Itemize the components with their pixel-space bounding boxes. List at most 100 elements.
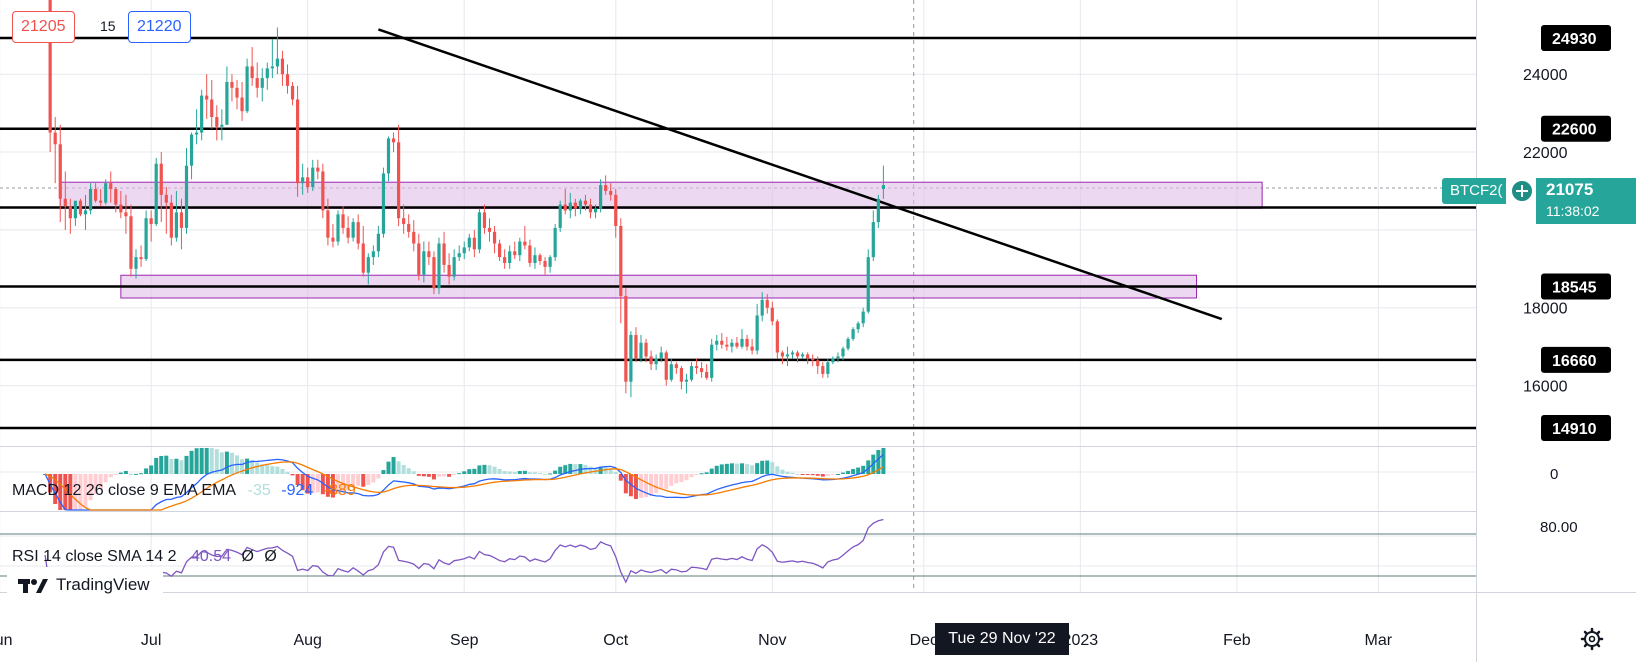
candle-body <box>477 212 481 250</box>
macd-hist-bar <box>361 474 366 487</box>
candle-body <box>285 74 290 86</box>
candle-body <box>578 200 582 209</box>
candle-body <box>614 194 618 226</box>
candle-body <box>654 358 658 365</box>
candle-body <box>503 257 507 263</box>
candle-body <box>821 366 825 374</box>
macd-hist-bar <box>416 474 421 476</box>
macd-hist-bar <box>290 474 295 476</box>
macd-hist-bar <box>835 473 840 475</box>
time-tick-label: Mar <box>1365 632 1393 649</box>
macd-hist-bar <box>553 470 558 474</box>
rsi-pane <box>0 518 1476 591</box>
macd-hist-bar <box>588 466 593 474</box>
macd-hist-bar <box>770 462 775 474</box>
macd-hist-bar <box>149 465 154 474</box>
macd-hist-bar <box>68 474 73 510</box>
macd-legend: MACD 12 26 close 9 EMA EMA -35 -924 -889 <box>12 482 356 500</box>
candle-body <box>689 366 694 380</box>
symbol-tag-label: BTCF2( <box>1450 182 1503 199</box>
candle-body <box>846 338 850 349</box>
time-tick-label: Jul <box>141 632 161 649</box>
candle-body <box>790 352 795 355</box>
level-price-label-bg <box>1541 346 1611 373</box>
candle-body <box>311 167 315 188</box>
macd-hist-bar <box>815 474 820 476</box>
rsi-title: RSI 14 close SMA 14 2 <box>12 548 177 565</box>
macd-hist-bar <box>88 474 93 501</box>
macd-hist-bar <box>431 474 436 480</box>
candle-body <box>599 185 603 209</box>
macd-hist-bar <box>245 458 250 474</box>
candle-body <box>811 358 815 361</box>
candle-body <box>270 66 274 69</box>
candle-body <box>391 138 396 143</box>
macd-hist-bar <box>123 471 128 474</box>
level-price-label-bg <box>1541 115 1611 142</box>
macd-hist-bar <box>189 450 194 474</box>
candle-body <box>179 212 184 228</box>
macd-hist-bar <box>805 474 810 475</box>
candle-body <box>609 190 613 195</box>
macd-hist-bar <box>704 472 709 474</box>
macd-hist-bar <box>204 448 209 474</box>
candle-body <box>104 183 108 203</box>
macd-hist-bar <box>108 474 113 478</box>
time-tick-label: Aug <box>293 632 321 649</box>
macd-hist-bar <box>785 471 790 474</box>
macd-hist-bar <box>330 474 335 498</box>
buy-price-box[interactable]: 21220 <box>128 11 191 43</box>
macd-hist-bar <box>866 460 871 474</box>
macd-hist-bar <box>184 455 189 474</box>
candle-body <box>826 362 830 374</box>
candle-body <box>639 342 643 359</box>
candle-body <box>674 364 678 369</box>
sell-price-box[interactable]: 21205 <box>12 11 75 43</box>
candle-body <box>593 208 598 213</box>
macd-hist-bar <box>543 473 548 475</box>
settings-button[interactable] <box>1576 624 1608 654</box>
macd-hist-bar <box>462 471 467 474</box>
macd-hist-bar <box>144 468 149 474</box>
candle-body <box>78 200 83 215</box>
candle-body <box>533 255 537 263</box>
tradingview-watermark[interactable]: TradingView <box>8 568 162 602</box>
symbol-price-tag[interactable]: BTCF2( <box>1442 178 1506 204</box>
add-order-button[interactable] <box>1511 180 1533 202</box>
macd-hist-bar <box>346 474 351 491</box>
price-axis: 2400022000180001600024930226002057518545… <box>1477 0 1636 592</box>
macd-hist-bar <box>118 472 123 474</box>
candle-body <box>472 237 476 250</box>
macd-hist-bar <box>376 474 381 479</box>
candle-body <box>750 346 754 351</box>
macd-hist-bar <box>538 473 542 475</box>
candle-body <box>205 95 209 100</box>
macd-hist-bar <box>285 471 290 474</box>
macd-hist-bar <box>452 474 457 475</box>
macd-hist-bar <box>260 464 265 474</box>
macd-hist-bar <box>699 473 704 475</box>
macd-hist-bar <box>790 472 795 474</box>
candle-body <box>129 216 133 269</box>
candle-body <box>745 338 749 347</box>
rsi-legend: RSI 14 close SMA 14 2 40.54 Ø Ø <box>12 548 277 566</box>
candle-body <box>841 348 845 357</box>
last-price: 21075 <box>1546 180 1594 199</box>
macd-hist-bar <box>63 474 68 510</box>
candle-body <box>265 68 269 79</box>
macd-hist-bar <box>507 471 512 474</box>
macd-zero-label: 0 <box>1550 466 1558 483</box>
macd-hist-bar <box>174 458 179 474</box>
macd-hist-bar <box>457 473 462 475</box>
macd-hist-bar <box>255 462 260 474</box>
macd-hist-bar <box>568 463 573 474</box>
candle-body <box>397 142 401 219</box>
candle-body <box>558 204 562 228</box>
candle-body <box>740 338 744 347</box>
macd-hist-bar <box>800 474 805 475</box>
candle-body <box>245 66 249 112</box>
macd-hist-bar <box>391 456 396 474</box>
macd-hist-bar <box>755 463 760 474</box>
